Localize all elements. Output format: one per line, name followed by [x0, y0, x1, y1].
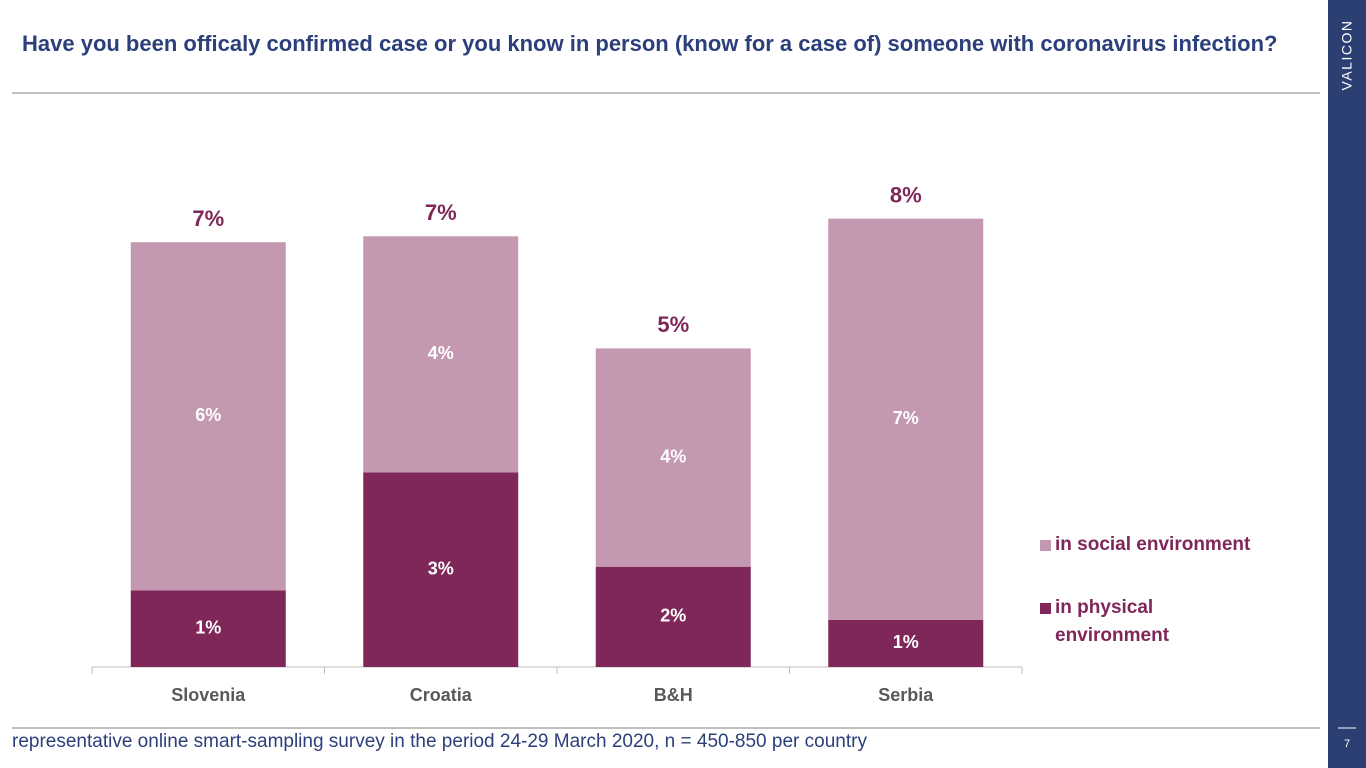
bar-segment [363, 472, 519, 667]
data-label: 6% [195, 405, 221, 425]
x-tick-label: B&H [654, 685, 693, 705]
brand: VALICON [1339, 20, 1355, 91]
legend-swatch [1040, 603, 1051, 614]
bar-segment [828, 619, 984, 667]
total-label: 8% [890, 182, 922, 207]
bar-segment [595, 566, 751, 667]
total-label: 7% [192, 206, 224, 231]
data-label: 7% [893, 408, 919, 428]
data-label: 4% [428, 343, 454, 363]
x-tick-label: Serbia [878, 685, 934, 705]
chart-title: Have you been officaly confirmed case or… [22, 31, 1278, 56]
total-label: 5% [657, 312, 689, 337]
data-label: 1% [893, 632, 919, 652]
bar-segment [130, 590, 286, 667]
data-label: 2% [660, 606, 686, 626]
legend-label: in social environment [1055, 534, 1251, 555]
legend-item: in physical environment [1040, 594, 1280, 650]
page-number: 7 [1344, 738, 1350, 750]
data-label: 4% [660, 446, 686, 466]
footnote: representative online smart-sampling sur… [12, 731, 867, 752]
legend-swatch [1040, 540, 1051, 551]
legend-label: in physical environment [1055, 597, 1170, 646]
sidebar [1328, 0, 1366, 768]
x-tick-label: Croatia [410, 685, 473, 705]
data-label: 3% [428, 558, 454, 578]
bar-segment [363, 236, 519, 473]
legend-item: in social environment [1040, 531, 1280, 559]
bar-segment [595, 348, 751, 567]
x-tick-label: Slovenia [171, 685, 246, 705]
bar-segment [828, 218, 984, 620]
bar-segment [130, 242, 286, 591]
data-label: 1% [195, 617, 221, 637]
total-label: 7% [425, 200, 457, 225]
